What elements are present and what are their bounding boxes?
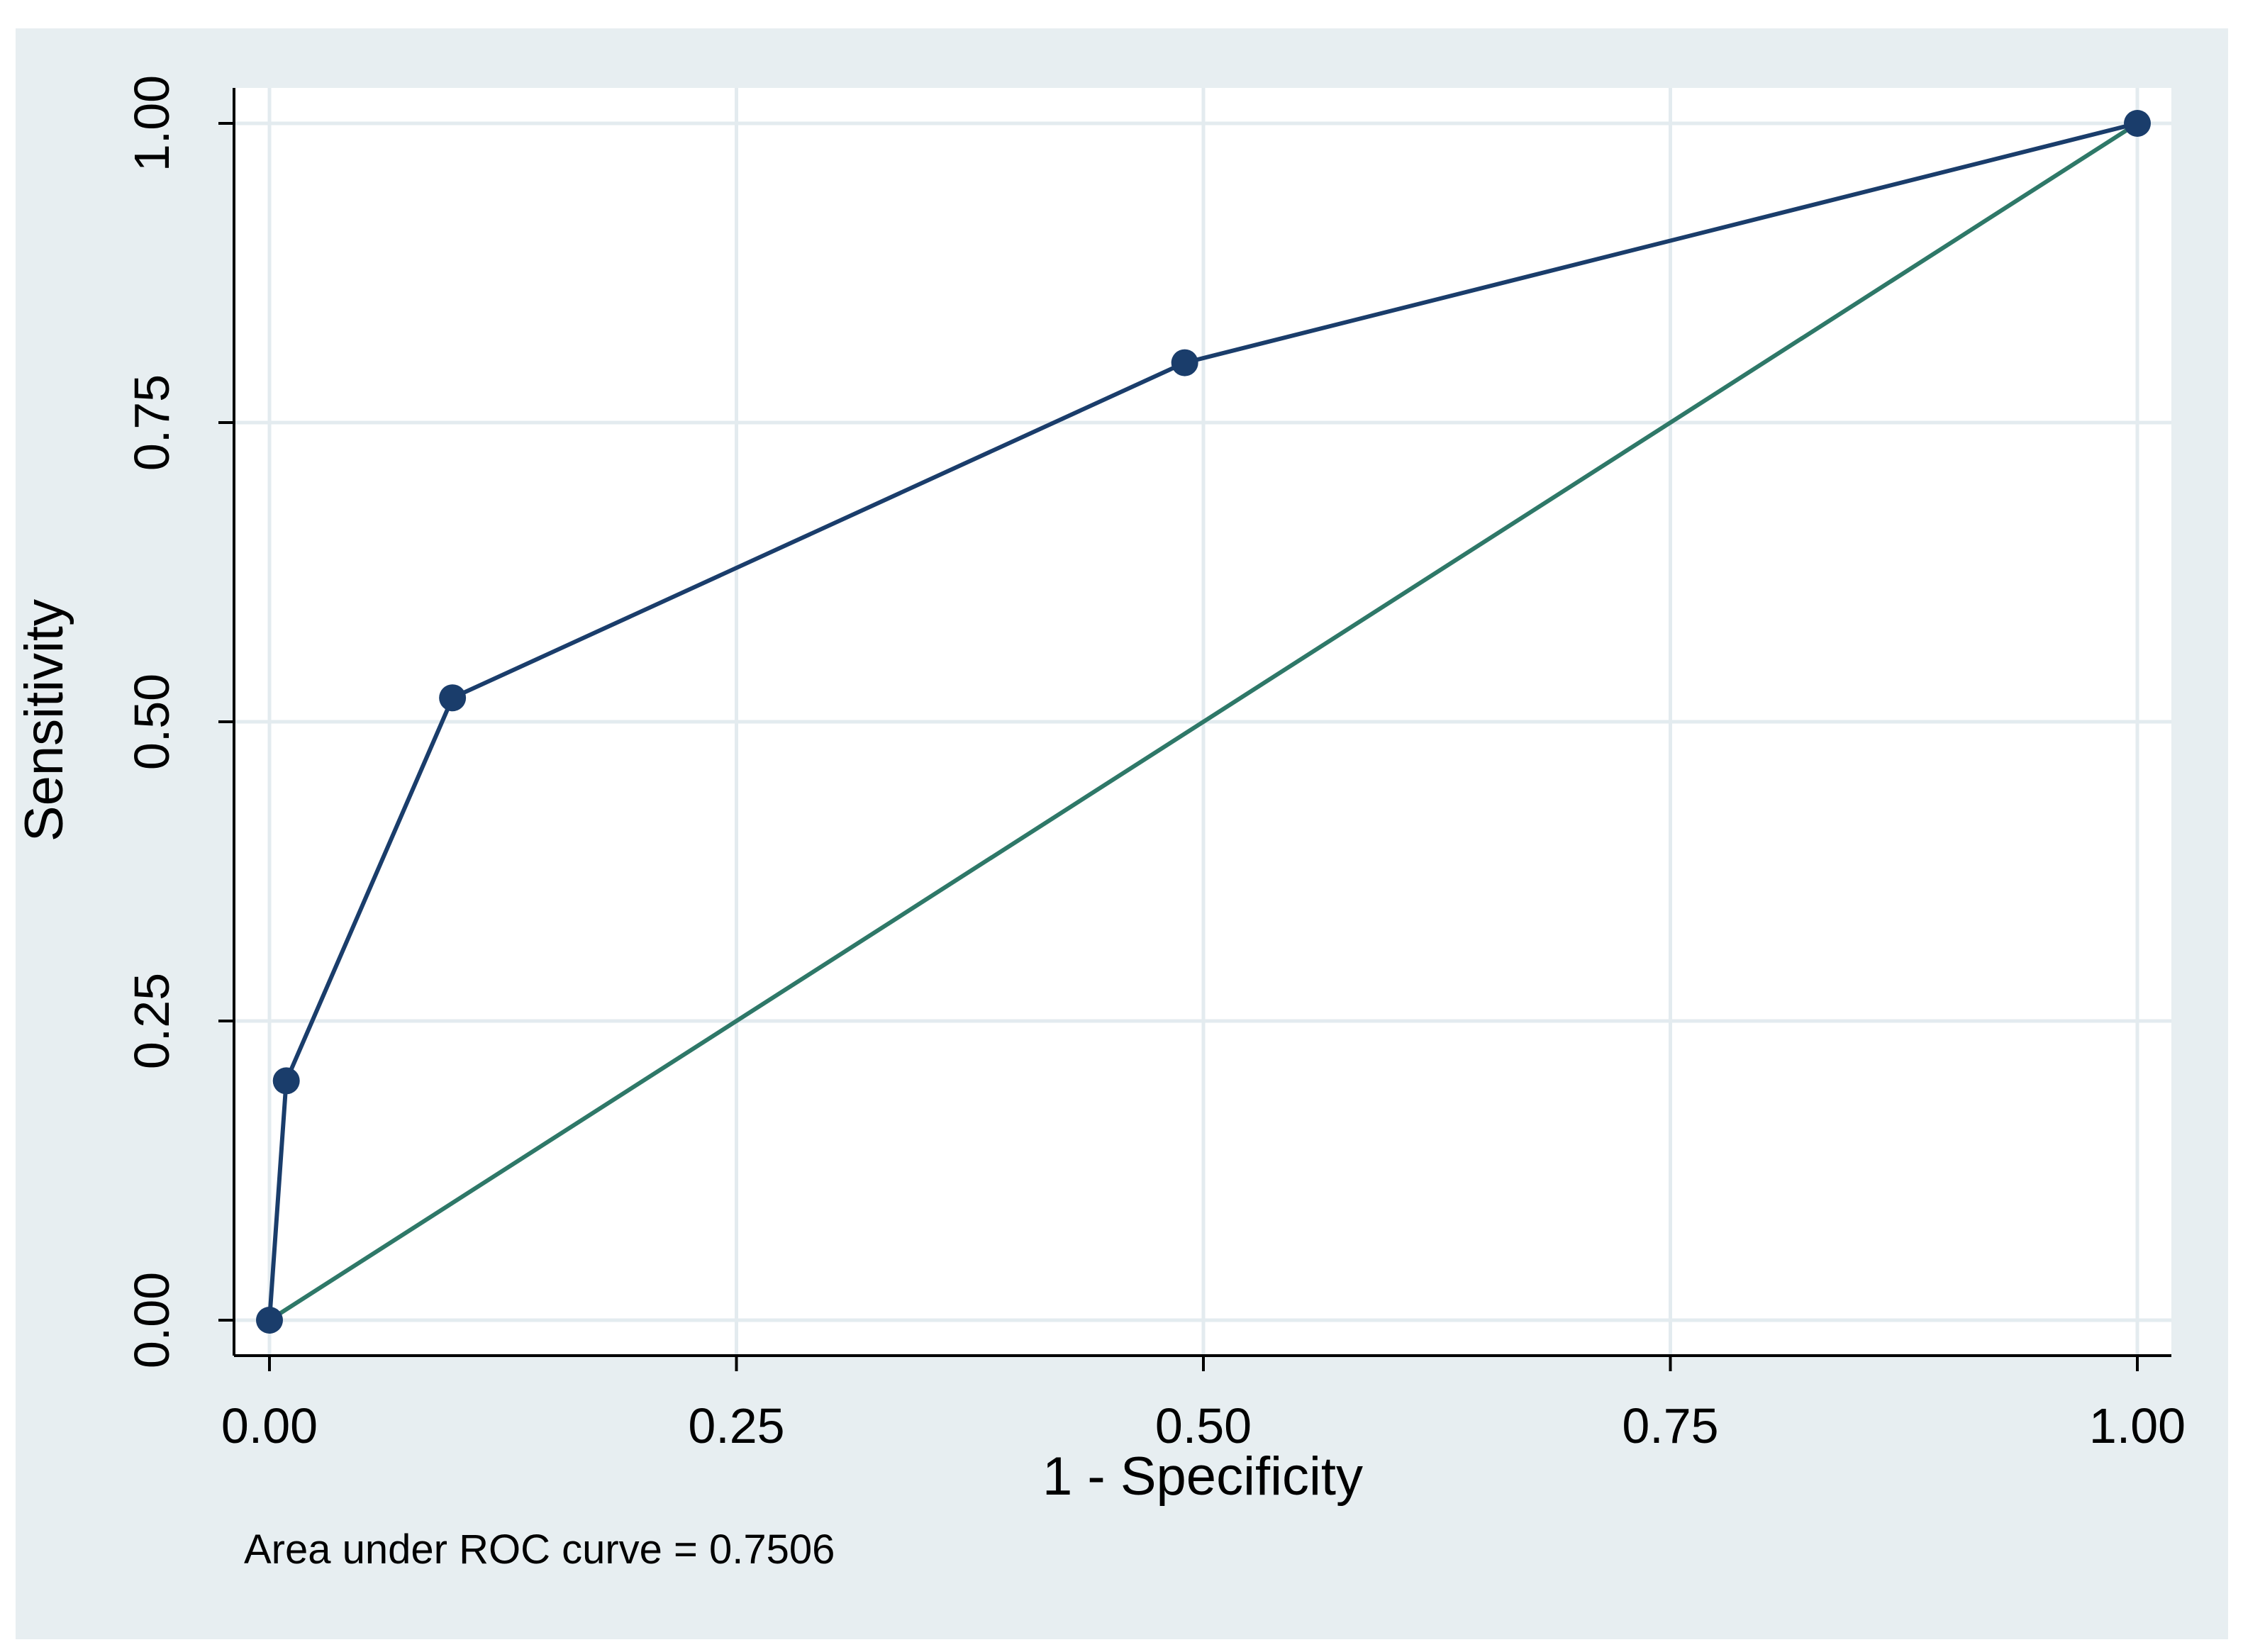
series-0-point-2 <box>439 684 467 712</box>
x-tick-label-2: 0.50 <box>1155 1398 1252 1453</box>
series-0-point-3 <box>1171 349 1198 376</box>
series-layer <box>256 110 2151 1334</box>
tick-labels: 0.00 0.25 0.50 0.75 1.00 0.00 0.25 0.50 0.75 1.00 <box>124 75 2186 1453</box>
y-tick-label-2: 0.50 <box>124 674 179 770</box>
x-tick-label-1: 0.25 <box>688 1398 784 1453</box>
x-tick-label-4: 1.00 <box>2089 1398 2186 1453</box>
series-0-point-4 <box>2124 110 2151 137</box>
series-1-line <box>267 121 2139 1322</box>
y-axis-title: Sensitivity <box>14 599 74 842</box>
y-tick-label-0: 0.00 <box>124 1272 179 1368</box>
y-tick-label-1: 0.25 <box>124 973 179 1069</box>
series-0-point-1 <box>272 1067 300 1095</box>
x-tick-label-0: 0.00 <box>221 1398 318 1453</box>
y-tick-label-3: 0.75 <box>124 374 179 471</box>
series-0-point-0 <box>256 1307 283 1334</box>
y-tick-label-4: 1.00 <box>124 75 179 172</box>
x-axis-title: 1 - Specificity <box>1042 1446 1363 1507</box>
roc-area-note: Area under ROC curve = 0.7506 <box>244 1527 835 1573</box>
axes <box>218 88 2171 1371</box>
x-tick-label-3: 0.75 <box>1622 1398 1718 1453</box>
